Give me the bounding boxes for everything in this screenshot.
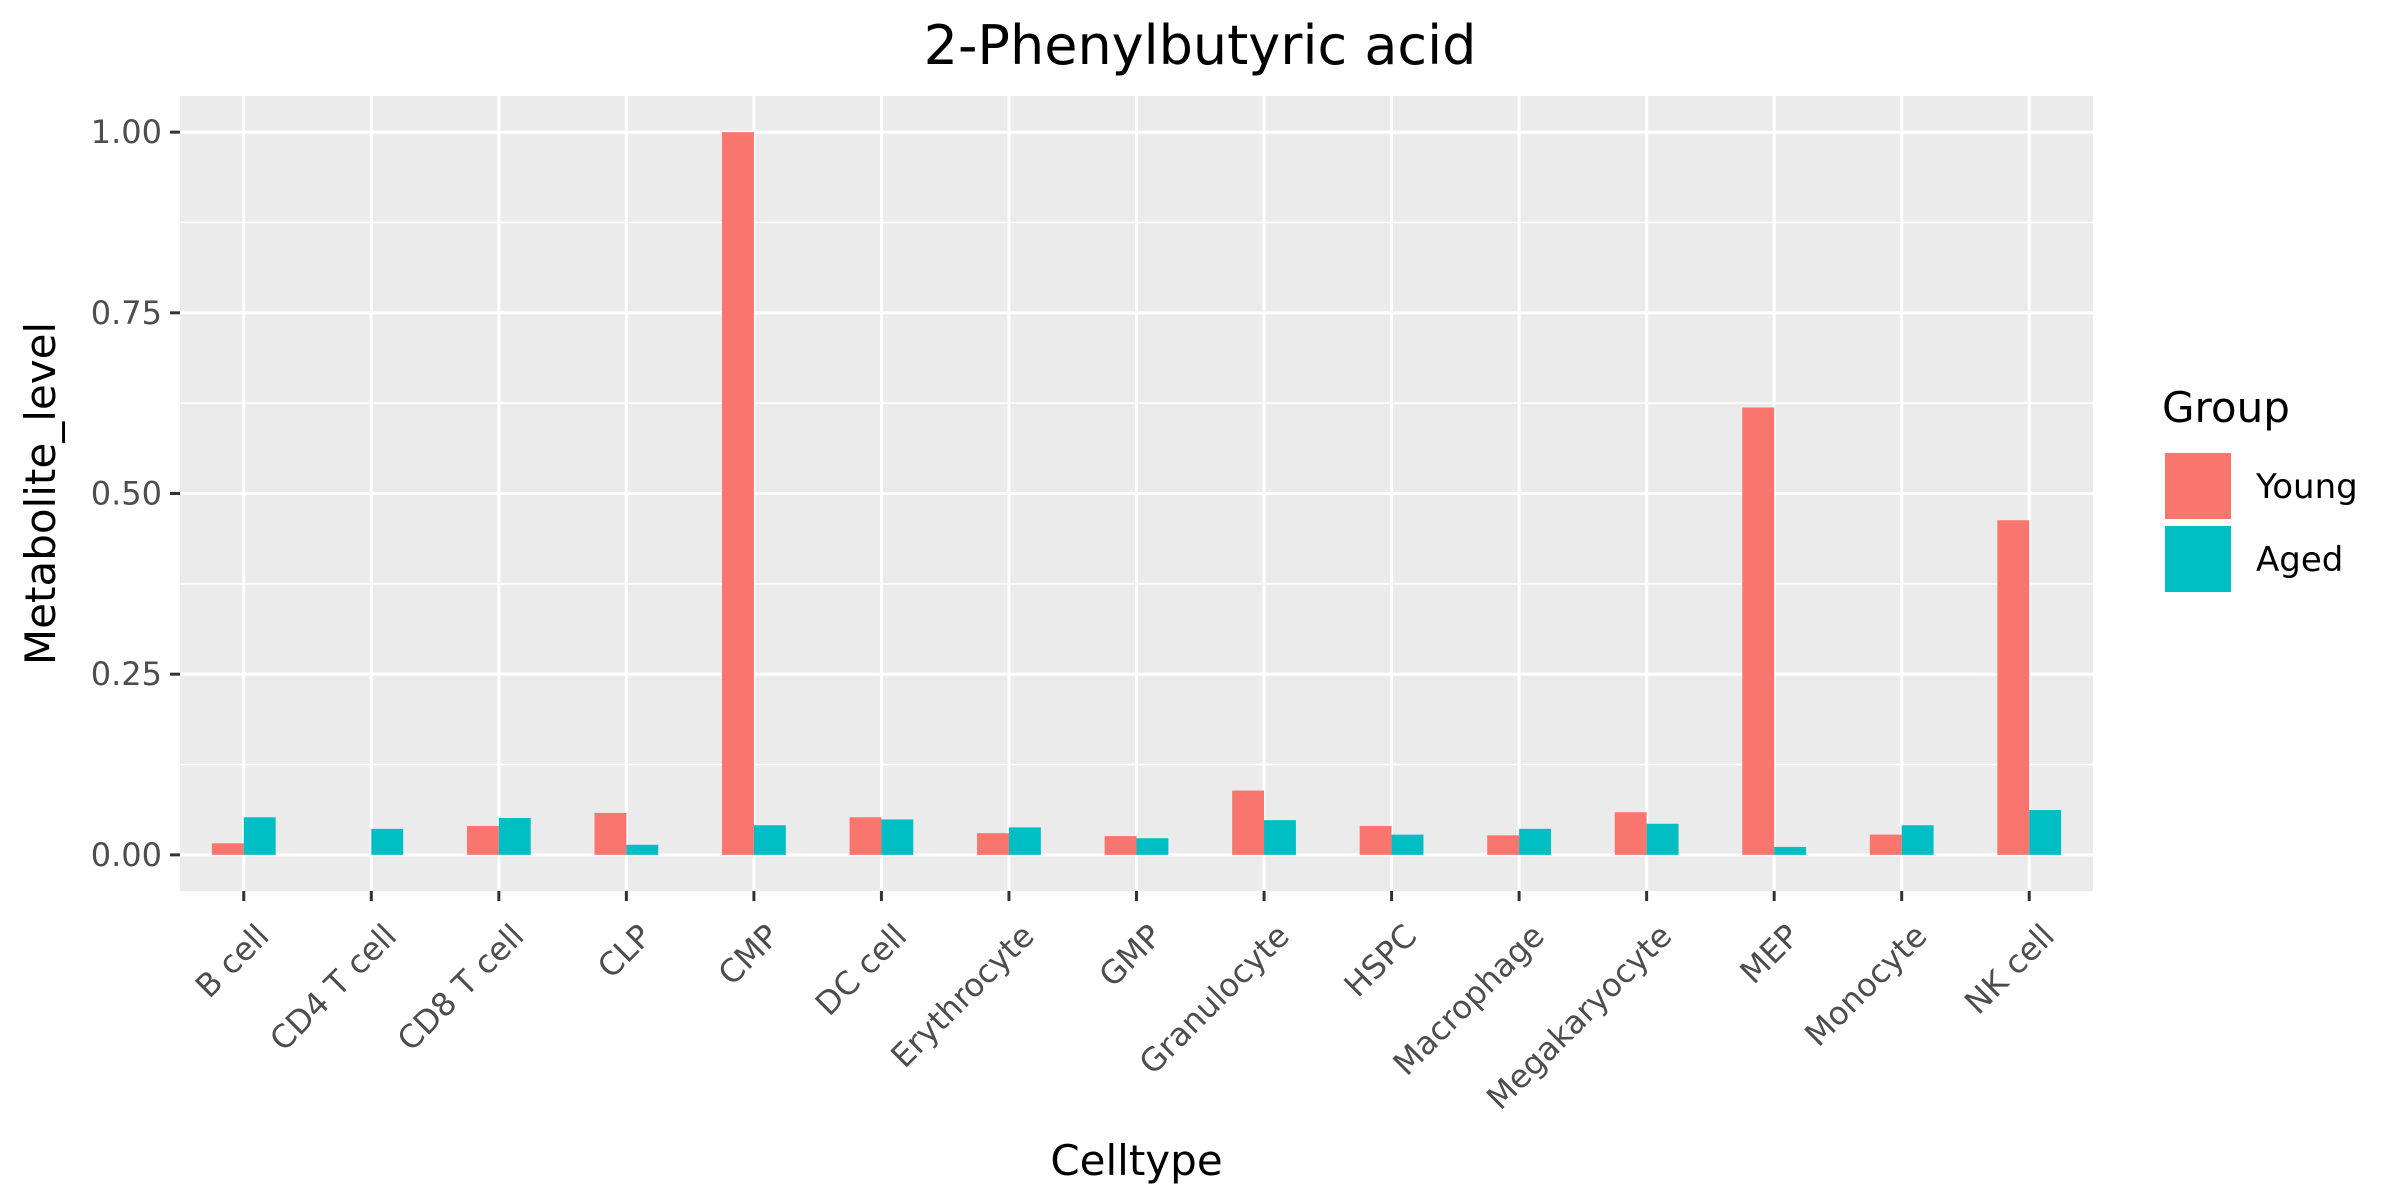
bar-young-megakaryocyte [1614, 812, 1647, 855]
y-tick-label: 0.25 [91, 655, 162, 693]
x-tick-label: DC cell [808, 917, 914, 1023]
bar-aged-dc-cell [881, 819, 914, 855]
bar-young-hspc [1359, 825, 1392, 855]
bar-young-clp [594, 812, 627, 855]
bar-aged-clp [626, 844, 659, 855]
chart-title: 2-Phenylbutyric acid [923, 14, 1477, 77]
bar-aged-mep [1774, 846, 1807, 855]
bar-young-nk-cell [1997, 520, 2030, 855]
bar-young-dc-cell [849, 817, 882, 855]
bar-young-erythrocyte [977, 833, 1009, 855]
x-tick-label: NK cell [1957, 917, 2062, 1022]
y-tick-label: 0.50 [91, 475, 162, 513]
bars [211, 132, 2062, 855]
legend-key-young [2165, 453, 2231, 519]
x-tick-label: CLP [590, 917, 659, 986]
bar-aged-gmp [1136, 838, 1169, 855]
y-tick-label: 0.00 [91, 836, 162, 874]
bar-aged-macrophage [1519, 828, 1551, 855]
bar-young-mep [1742, 407, 1775, 855]
bar-aged-cd8-t-cell [498, 818, 531, 855]
bar-young-macrophage [1487, 835, 1520, 855]
bar-aged-erythrocyte [1008, 827, 1041, 855]
legend-key-aged [2165, 526, 2231, 592]
x-tick-label: HSPC [1337, 917, 1425, 1005]
bar-young-cmp [722, 132, 754, 855]
legend-title: Group [2162, 383, 2290, 432]
bar-young-b-cell [211, 843, 244, 855]
bar-aged-granulocyte [1264, 820, 1296, 855]
bar-young-gmp [1104, 836, 1137, 855]
x-tick-label: MEP [1732, 917, 1806, 991]
x-axis-title: Celltype [1050, 1136, 1222, 1185]
x-tick-label: CMP [711, 917, 787, 993]
bar-aged-hspc [1391, 834, 1424, 855]
legend-label-aged: Aged [2256, 540, 2343, 580]
y-axis: 0.00 0.25 0.50 0.75 1.00 [91, 113, 180, 874]
bar-aged-cmp [753, 825, 786, 855]
x-tick-label: Monocyte [1797, 917, 1934, 1054]
legend-label-young: Young [2255, 467, 2358, 507]
legend: Group Young Aged [2162, 383, 2358, 592]
x-tick-label: GMP [1092, 917, 1170, 995]
bar-young-granulocyte [1232, 790, 1265, 855]
x-tick-label: CD4 T cell [262, 917, 404, 1059]
y-tick-label: 1.00 [91, 113, 162, 151]
x-tick-label: B cell [188, 917, 277, 1006]
y-axis-title: Metabolite_level [16, 322, 65, 665]
bar-aged-monocyte [1901, 825, 1934, 855]
bar-aged-cd4-t-cell [371, 828, 404, 855]
bar-aged-nk-cell [2029, 810, 2062, 855]
bar-aged-b-cell [243, 817, 276, 855]
x-tick-label: CD8 T cell [390, 917, 532, 1059]
bar-aged-megakaryocyte [1646, 823, 1679, 855]
bar-young-monocyte [1869, 834, 1902, 855]
y-tick-label: 0.75 [91, 294, 162, 332]
bar-young-cd8-t-cell [466, 825, 499, 855]
